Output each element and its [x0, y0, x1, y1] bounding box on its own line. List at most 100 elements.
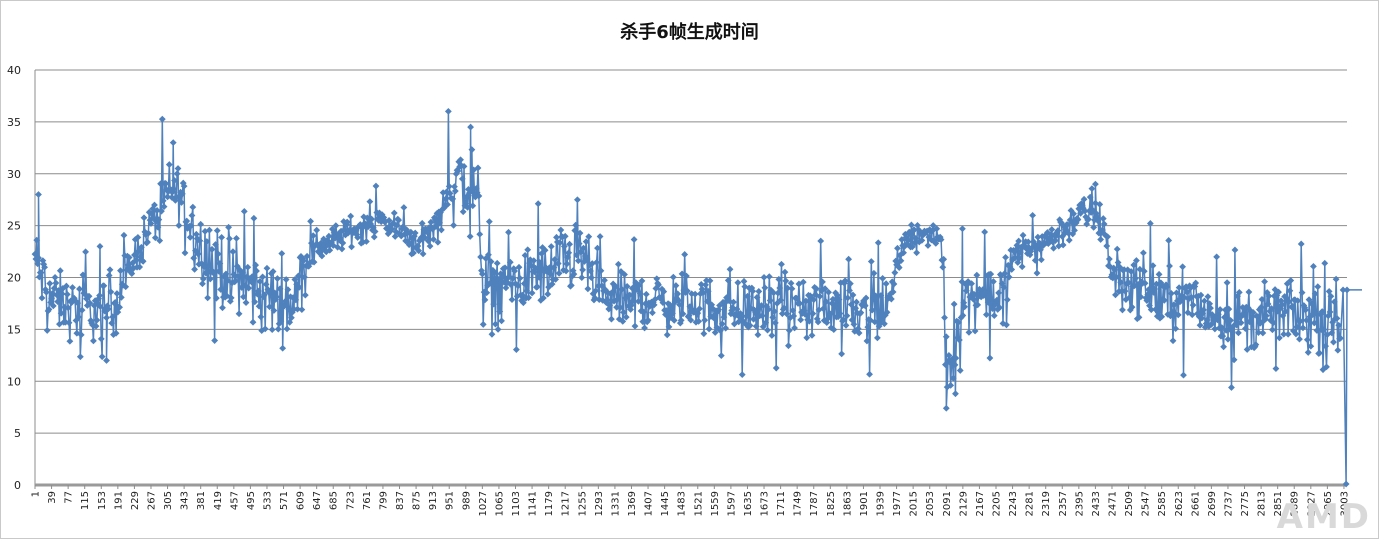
data-point	[1146, 302, 1153, 310]
data-point	[1274, 307, 1282, 315]
data-point	[1299, 324, 1307, 332]
data-point	[154, 223, 162, 231]
data-point	[1000, 283, 1008, 291]
data-point	[1334, 346, 1342, 354]
data-point	[46, 280, 54, 287]
data-point	[890, 280, 898, 288]
data-point	[734, 279, 742, 287]
data-point	[562, 267, 570, 275]
data-point	[956, 367, 964, 374]
data-point	[37, 269, 45, 277]
data-point	[313, 226, 321, 234]
data-point	[989, 278, 997, 285]
data-point	[421, 234, 429, 242]
data-point	[343, 218, 351, 226]
data-point	[1111, 266, 1118, 274]
data-point	[186, 233, 194, 241]
data-point	[874, 239, 882, 247]
data-point	[1068, 218, 1076, 226]
data-point	[139, 257, 147, 265]
data-point	[1112, 291, 1119, 299]
data-point	[868, 306, 876, 314]
data-point	[1155, 270, 1163, 278]
data-point	[655, 281, 662, 289]
data-point	[1229, 322, 1237, 330]
data-point	[630, 236, 638, 243]
data-point	[1132, 257, 1140, 264]
data-point	[717, 327, 724, 335]
data-point	[908, 221, 915, 229]
data-point	[784, 284, 791, 292]
x-tick-label: 647	[312, 491, 323, 510]
data-point	[93, 316, 101, 324]
data-point	[950, 300, 958, 308]
data-point	[1093, 213, 1101, 221]
data-point	[1064, 221, 1071, 229]
data-point	[347, 212, 355, 220]
data-point	[781, 268, 789, 276]
data-point	[1036, 239, 1044, 247]
x-tick-label: 1027	[478, 491, 489, 516]
data-point	[414, 242, 422, 250]
data-point	[91, 297, 99, 305]
data-point	[1167, 290, 1175, 297]
data-point	[1231, 246, 1239, 254]
x-tick-label: 1217	[561, 491, 572, 516]
data-point	[294, 305, 301, 313]
data-point	[253, 267, 260, 275]
data-point	[55, 287, 62, 294]
data-point	[73, 329, 81, 337]
data-point	[1179, 263, 1187, 271]
data-point	[1228, 384, 1235, 391]
data-point	[104, 305, 112, 313]
data-point	[58, 290, 66, 298]
data-point	[348, 243, 355, 251]
data-point	[442, 195, 450, 203]
data-point	[986, 354, 994, 362]
data-point	[894, 244, 901, 252]
data-point	[1035, 242, 1043, 250]
data-point	[867, 258, 875, 265]
data-point	[587, 267, 594, 275]
data-point	[626, 291, 634, 299]
data-point	[1183, 288, 1191, 296]
data-point	[1197, 291, 1205, 299]
data-point	[354, 234, 362, 241]
data-point	[1163, 283, 1171, 291]
data-point	[571, 227, 579, 234]
x-tick-label: 1103	[511, 491, 522, 516]
data-point	[177, 188, 185, 196]
data-point	[90, 337, 97, 345]
data-point	[971, 327, 979, 335]
data-point	[635, 281, 643, 289]
data-point	[621, 271, 628, 278]
data-point	[488, 330, 496, 338]
data-point	[803, 334, 811, 342]
data-point	[1085, 215, 1092, 223]
data-point	[835, 296, 843, 303]
data-point	[932, 239, 940, 247]
data-point	[669, 310, 676, 317]
x-tick-label: 1863	[842, 491, 853, 516]
data-point	[546, 264, 553, 272]
data-point	[65, 319, 73, 327]
data-point	[225, 223, 232, 231]
data-point	[1136, 265, 1144, 273]
data-point	[711, 329, 719, 336]
data-point	[683, 287, 691, 295]
data-point	[596, 233, 604, 240]
data-point	[1332, 275, 1340, 283]
y-tick-label: 25	[7, 220, 21, 233]
data-point	[505, 228, 512, 236]
data-point	[904, 236, 912, 244]
data-point	[1272, 365, 1280, 373]
data-point	[1311, 290, 1319, 298]
data-point	[947, 381, 955, 389]
data-point	[724, 277, 732, 284]
data-point	[623, 283, 631, 290]
x-tick-label: 989	[461, 491, 472, 510]
data-point	[1170, 301, 1178, 309]
data-point	[235, 310, 243, 318]
data-point	[653, 275, 661, 283]
data-point	[516, 274, 524, 282]
